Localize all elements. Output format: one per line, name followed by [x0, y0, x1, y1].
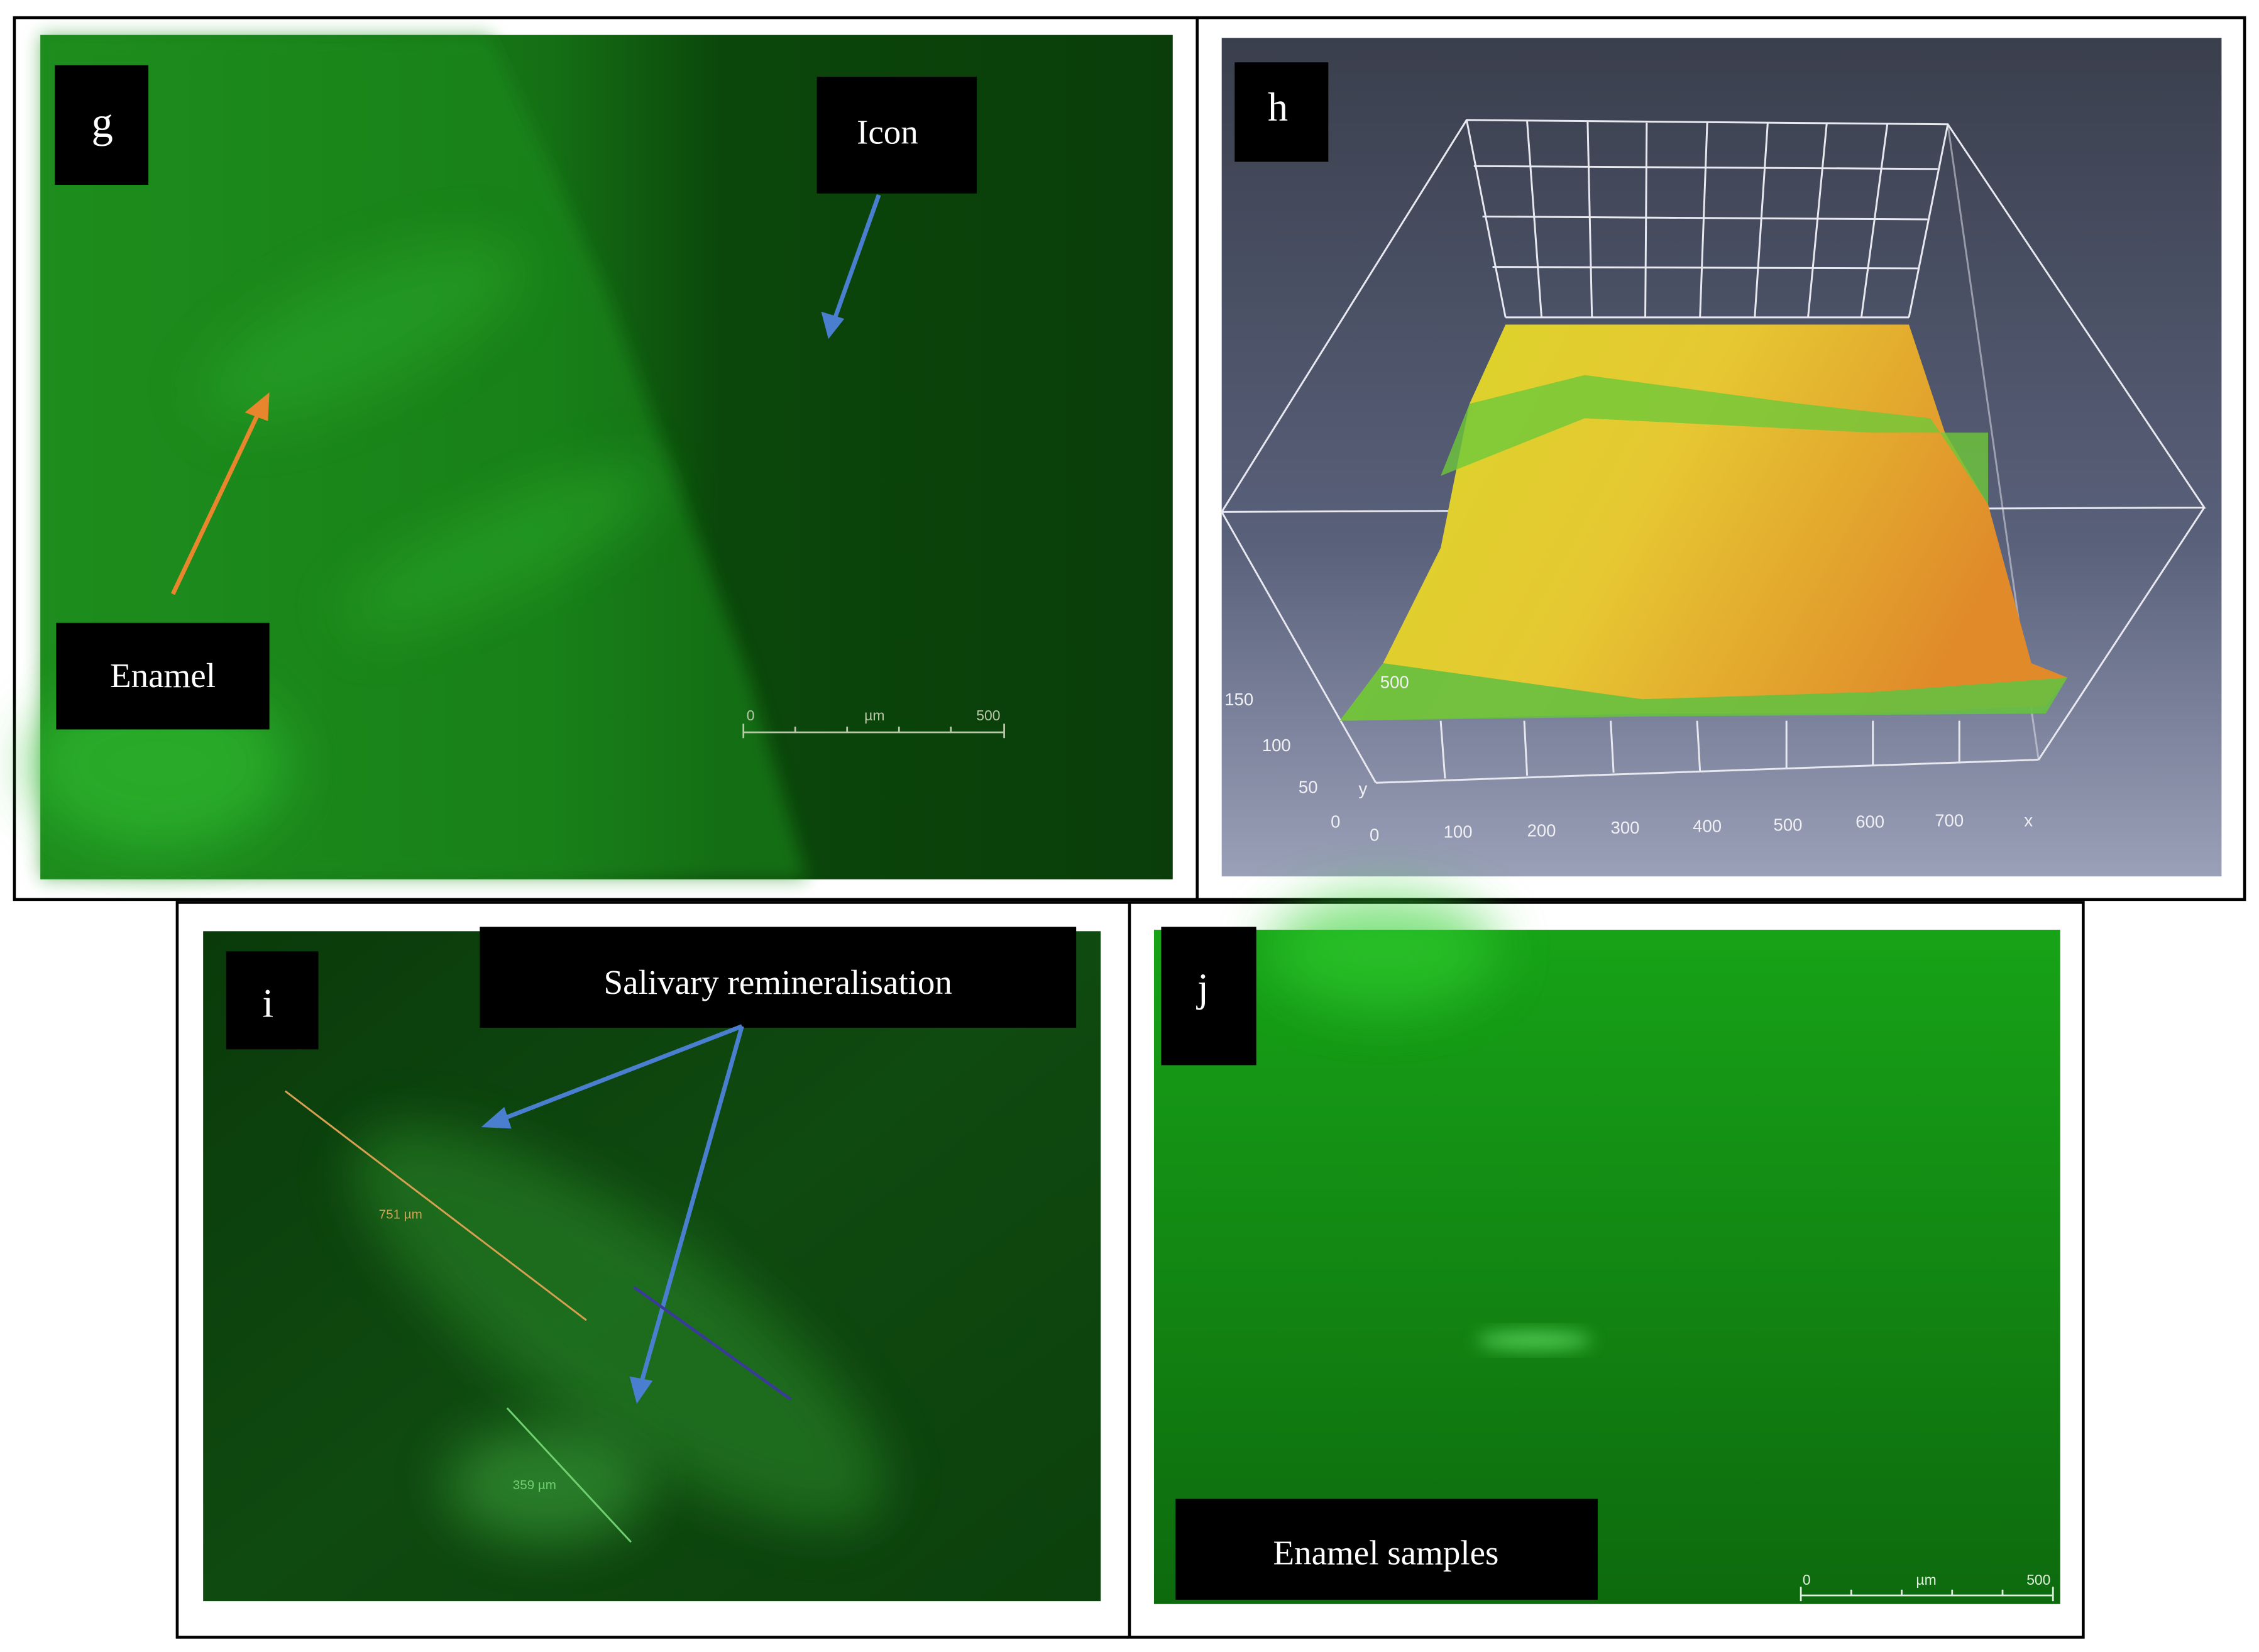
panel-label: h	[1268, 85, 1288, 129]
scale-label: 500	[2026, 1572, 2050, 1588]
x-label: 100	[1444, 822, 1473, 842]
arrow	[639, 1025, 744, 1384]
measure-label: 359 µm	[513, 1478, 556, 1492]
label-box	[56, 622, 270, 730]
image-g	[28, 35, 1173, 879]
x-label: 300	[1611, 818, 1640, 837]
image-h	[1219, 38, 2222, 877]
arrow-head	[481, 1106, 512, 1129]
x-label: 500	[1774, 815, 1803, 834]
measure-label: 751 µm	[379, 1207, 422, 1221]
x-label: 700	[1935, 810, 1964, 830]
z-label: 100	[1262, 735, 1291, 755]
arrow-head	[245, 392, 270, 421]
label-box	[226, 951, 319, 1050]
label-box	[55, 65, 149, 185]
annotation: Enamel	[110, 656, 216, 695]
label-box	[480, 927, 1077, 1028]
scale-bar	[1800, 1587, 2054, 1602]
arrow	[832, 194, 881, 321]
label-box	[1175, 1499, 1598, 1600]
arrow	[499, 1024, 743, 1122]
annotation: Icon	[857, 113, 918, 151]
image-j	[1153, 893, 2060, 1604]
z-label: 150	[1224, 690, 1253, 709]
x-axis-label: x	[2024, 810, 2033, 830]
y-axis-label: y	[1358, 779, 1367, 798]
x-label: 400	[1693, 817, 1722, 836]
label-box	[1234, 62, 1329, 162]
scale-label: µm	[1916, 1572, 1936, 1588]
panel-label: i	[262, 981, 273, 1026]
x-label: 200	[1527, 820, 1556, 840]
z-label: 0	[1331, 812, 1340, 832]
arrow	[170, 410, 261, 595]
panel-label: j	[1196, 965, 1209, 1010]
label-box	[1161, 927, 1256, 1066]
image-i	[203, 931, 1101, 1602]
measure-line	[506, 1407, 632, 1543]
frame-top	[13, 16, 2246, 901]
arrow-head	[821, 311, 845, 339]
scale-label: 0	[747, 707, 755, 724]
x-label: 600	[1855, 812, 1884, 832]
scale-label: 0	[1803, 1572, 1811, 1588]
measure-line	[284, 1090, 587, 1321]
y-label: 500	[1380, 672, 1409, 691]
label-box	[816, 77, 977, 194]
annotation: Salivary remineralisation	[604, 963, 952, 1001]
annotation: Enamel samples	[1273, 1534, 1499, 1572]
arrow-head	[629, 1376, 653, 1404]
measure-line	[633, 1286, 792, 1401]
scale-bar	[742, 724, 1005, 739]
scale-label: 500	[976, 707, 1000, 724]
z-label: 50	[1299, 778, 1318, 797]
axis-labels: 150 100 50 0 y 500 0 100 200 300 400 500…	[1224, 672, 2033, 844]
scale-label: µm	[864, 707, 884, 724]
panel-label: g	[92, 99, 113, 146]
x-label: 0	[1370, 825, 1379, 844]
